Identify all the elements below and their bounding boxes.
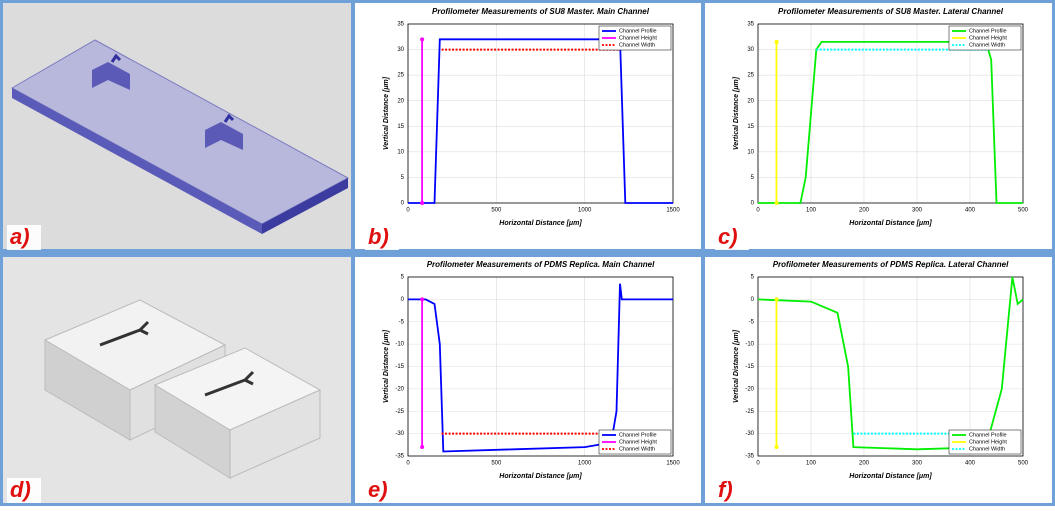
y-tick-label: -35 xyxy=(745,454,754,460)
y-tick-label: 25 xyxy=(747,73,754,79)
x-tick-label: 500 xyxy=(1018,208,1029,214)
x-tick-label: 400 xyxy=(965,208,976,214)
y-tick-label: -35 xyxy=(395,454,404,460)
chart-title: Profilometer Measurements of PDMS Replic… xyxy=(427,260,655,269)
y-tick-label: -30 xyxy=(395,431,404,437)
panel-label: f) xyxy=(718,477,733,502)
y-axis-label: Vertical Distance [μm] xyxy=(383,329,390,403)
y-axis-label: Vertical Distance [μm] xyxy=(383,76,390,150)
x-tick-label: 200 xyxy=(859,208,870,214)
x-tick-label: 200 xyxy=(859,461,870,467)
x-axis-label: Horizontal Distance [μm] xyxy=(499,220,582,227)
x-tick-label: 300 xyxy=(912,461,923,467)
x-tick-label: 500 xyxy=(1018,461,1029,467)
figure: a) b) c) d) e) f) Profilometer Measurements o… xyxy=(0,0,1055,506)
panel-label: b) xyxy=(368,224,389,249)
y-tick-label: 20 xyxy=(747,98,754,104)
chart-title: Profilometer Measurements of PDMS Replic… xyxy=(773,260,1009,269)
x-tick-label: 1500 xyxy=(666,461,680,467)
series-marker xyxy=(775,445,779,449)
legend-label: Channel Height xyxy=(969,35,1007,41)
y-tick-label: -10 xyxy=(745,342,754,348)
panel-label: e) xyxy=(368,477,388,502)
y-tick-label: -20 xyxy=(395,386,404,392)
y-axis-label: Vertical Distance [μm] xyxy=(733,76,740,150)
x-tick-label: 300 xyxy=(912,208,923,214)
legend-label: Channel Height xyxy=(619,439,657,445)
legend-label: Channel Profile xyxy=(619,28,657,34)
series-marker xyxy=(775,297,779,301)
y-tick-label: -5 xyxy=(399,319,405,325)
y-tick-label: -25 xyxy=(745,409,754,415)
y-tick-label: 10 xyxy=(397,149,404,155)
y-tick-label: -5 xyxy=(749,319,755,325)
series-marker xyxy=(775,40,779,44)
series-marker xyxy=(420,297,424,301)
page: a) b) c) d) e) f) Profilometer Measurements o… xyxy=(0,0,1055,511)
y-tick-label: -15 xyxy=(395,364,404,370)
y-tick-label: -20 xyxy=(745,386,754,392)
legend-label: Channel Width xyxy=(969,42,1005,48)
legend-label: Channel Width xyxy=(969,446,1005,452)
y-tick-label: 20 xyxy=(397,98,404,104)
y-tick-label: -25 xyxy=(395,409,404,415)
y-tick-label: 25 xyxy=(397,73,404,79)
y-tick-label: 30 xyxy=(397,47,404,53)
legend-label: Channel Height xyxy=(619,35,657,41)
legend-label: Channel Width xyxy=(619,42,655,48)
y-tick-label: 15 xyxy=(397,124,404,130)
series-marker xyxy=(775,201,779,205)
legend-label: Channel Width xyxy=(619,446,655,452)
x-axis-label: Horizontal Distance [μm] xyxy=(849,473,932,480)
panel-label: a) xyxy=(10,224,30,249)
legend-label: Channel Profile xyxy=(969,432,1007,438)
y-tick-label: -30 xyxy=(745,431,754,437)
x-tick-label: 500 xyxy=(491,461,502,467)
x-axis-label: Horizontal Distance [μm] xyxy=(849,220,932,227)
x-tick-label: 1500 xyxy=(666,208,680,214)
x-axis-label: Horizontal Distance [μm] xyxy=(499,473,582,480)
legend-label: Channel Profile xyxy=(619,432,657,438)
y-tick-label: 15 xyxy=(747,124,754,130)
y-axis-label: Vertical Distance [μm] xyxy=(733,329,740,403)
x-tick-label: 100 xyxy=(806,208,817,214)
x-tick-label: 500 xyxy=(491,208,502,214)
series-marker xyxy=(420,37,424,41)
series-marker xyxy=(420,201,424,205)
y-tick-label: -10 xyxy=(395,342,404,348)
x-tick-label: 1000 xyxy=(578,461,592,467)
x-tick-label: 400 xyxy=(965,461,976,467)
x-tick-label: 100 xyxy=(806,461,817,467)
legend-label: Channel Height xyxy=(969,439,1007,445)
y-tick-label: 35 xyxy=(747,22,754,28)
y-tick-label: -15 xyxy=(745,364,754,370)
y-tick-label: 10 xyxy=(747,149,754,155)
y-tick-label: 30 xyxy=(747,47,754,53)
chart-title: Profilometer Measurements of SU8 Master.… xyxy=(778,7,1004,16)
y-tick-label: 35 xyxy=(397,22,404,28)
chart-title: Profilometer Measurements of SU8 Master.… xyxy=(432,7,650,16)
x-tick-label: 1000 xyxy=(578,208,592,214)
panel-label: d) xyxy=(10,477,31,502)
legend-label: Channel Profile xyxy=(969,28,1007,34)
panel-label: c) xyxy=(718,224,738,249)
series-marker xyxy=(420,445,424,449)
